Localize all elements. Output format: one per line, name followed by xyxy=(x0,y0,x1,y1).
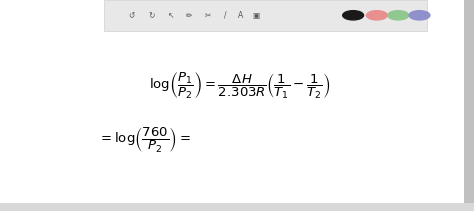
Text: ✏: ✏ xyxy=(185,11,192,20)
Text: ↺: ↺ xyxy=(128,11,135,20)
Text: $\log\!\left(\dfrac{P_1}{P_2}\right) = \dfrac{\Delta H}{2.303R}\left(\dfrac{1}{T: $\log\!\left(\dfrac{P_1}{P_2}\right) = \… xyxy=(149,70,330,101)
Text: ✂: ✂ xyxy=(204,11,211,20)
Circle shape xyxy=(409,11,430,20)
Text: ↖: ↖ xyxy=(167,11,174,20)
Text: $= \log\!\left(\dfrac{760}{P_2}\right) =$: $= \log\!\left(\dfrac{760}{P_2}\right) =… xyxy=(98,125,191,154)
Circle shape xyxy=(343,11,364,20)
Bar xyxy=(0,203,474,211)
Circle shape xyxy=(388,11,409,20)
Text: ↻: ↻ xyxy=(148,11,155,20)
Text: A: A xyxy=(238,11,244,20)
Bar xyxy=(464,0,474,211)
Bar xyxy=(104,0,427,31)
Text: ▣: ▣ xyxy=(252,11,260,20)
Circle shape xyxy=(366,11,387,20)
Text: /: / xyxy=(224,11,227,20)
